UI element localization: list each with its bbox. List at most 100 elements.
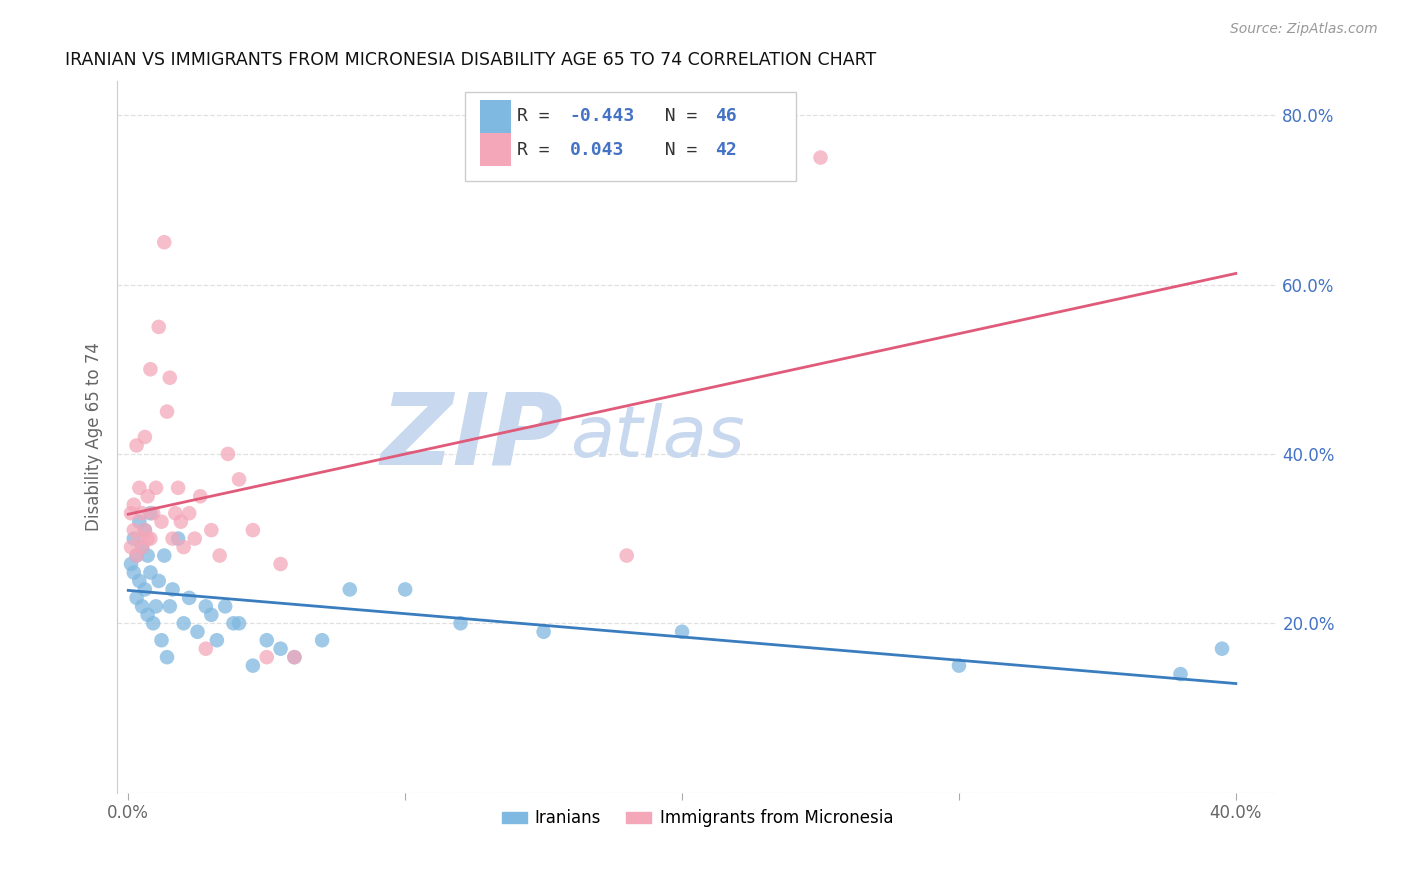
- Point: [533, 624, 555, 639]
- Point: [194, 641, 217, 656]
- Point: [165, 506, 187, 520]
- Point: [139, 362, 162, 376]
- Point: [142, 506, 165, 520]
- Point: [242, 658, 264, 673]
- Point: [450, 616, 472, 631]
- Point: [136, 489, 159, 503]
- Point: [159, 370, 181, 384]
- Point: [205, 633, 228, 648]
- Point: [136, 549, 159, 563]
- Point: [217, 447, 239, 461]
- Point: [134, 523, 156, 537]
- Point: [228, 616, 250, 631]
- Point: [1170, 667, 1192, 681]
- Point: [128, 515, 150, 529]
- Point: [139, 506, 162, 520]
- Text: Source: ZipAtlas.com: Source: ZipAtlas.com: [1230, 22, 1378, 37]
- Text: R =: R =: [517, 107, 561, 125]
- Point: [134, 582, 156, 597]
- Point: [167, 532, 190, 546]
- Point: [208, 549, 231, 563]
- Point: [120, 506, 142, 520]
- Point: [270, 557, 292, 571]
- Text: R =: R =: [517, 141, 572, 159]
- Text: 46: 46: [714, 107, 737, 125]
- Point: [122, 523, 145, 537]
- Point: [145, 599, 167, 614]
- Point: [162, 532, 184, 546]
- Point: [179, 591, 201, 605]
- Text: 42: 42: [714, 141, 737, 159]
- Point: [131, 506, 153, 520]
- Point: [222, 616, 245, 631]
- Point: [173, 616, 195, 631]
- Point: [170, 515, 193, 529]
- Point: [142, 616, 165, 631]
- Point: [131, 599, 153, 614]
- Point: [122, 498, 145, 512]
- Point: [128, 532, 150, 546]
- Point: [128, 481, 150, 495]
- FancyBboxPatch shape: [481, 133, 510, 166]
- Point: [150, 515, 173, 529]
- Text: IRANIAN VS IMMIGRANTS FROM MICRONESIA DISABILITY AGE 65 TO 74 CORRELATION CHART: IRANIAN VS IMMIGRANTS FROM MICRONESIA DI…: [65, 51, 876, 69]
- Point: [214, 599, 236, 614]
- Point: [311, 633, 333, 648]
- Point: [153, 549, 176, 563]
- Point: [120, 557, 142, 571]
- Legend: Iranians, Immigrants from Micronesia: Iranians, Immigrants from Micronesia: [495, 803, 900, 834]
- Point: [148, 319, 170, 334]
- Point: [1211, 641, 1233, 656]
- Point: [134, 523, 156, 537]
- Point: [148, 574, 170, 588]
- Text: ZIP: ZIP: [381, 389, 564, 485]
- Text: N =: N =: [643, 107, 709, 125]
- Point: [173, 540, 195, 554]
- Point: [616, 549, 638, 563]
- Point: [810, 151, 832, 165]
- Point: [228, 472, 250, 486]
- Y-axis label: Disability Age 65 to 74: Disability Age 65 to 74: [86, 343, 103, 532]
- Point: [200, 523, 222, 537]
- Point: [136, 607, 159, 622]
- Point: [125, 438, 148, 452]
- Point: [156, 650, 179, 665]
- Point: [145, 481, 167, 495]
- Point: [183, 532, 205, 546]
- Point: [134, 430, 156, 444]
- Point: [131, 540, 153, 554]
- Point: [256, 633, 278, 648]
- Point: [256, 650, 278, 665]
- Point: [122, 566, 145, 580]
- Point: [136, 532, 159, 546]
- Point: [948, 658, 970, 673]
- Point: [167, 481, 190, 495]
- Point: [162, 582, 184, 597]
- Point: [153, 235, 176, 250]
- Point: [139, 566, 162, 580]
- Point: [188, 489, 211, 503]
- Text: N =: N =: [643, 141, 709, 159]
- Text: -0.443: -0.443: [569, 107, 636, 125]
- Point: [200, 607, 222, 622]
- Point: [159, 599, 181, 614]
- Point: [242, 523, 264, 537]
- Point: [283, 650, 305, 665]
- Point: [125, 549, 148, 563]
- Text: 0.043: 0.043: [569, 141, 624, 159]
- FancyBboxPatch shape: [465, 92, 796, 181]
- Point: [156, 404, 179, 418]
- Point: [283, 650, 305, 665]
- Point: [131, 540, 153, 554]
- Point: [179, 506, 201, 520]
- Point: [270, 641, 292, 656]
- Point: [120, 540, 142, 554]
- Point: [394, 582, 416, 597]
- Text: atlas: atlas: [569, 402, 744, 472]
- Point: [194, 599, 217, 614]
- Point: [125, 591, 148, 605]
- FancyBboxPatch shape: [481, 100, 510, 133]
- Point: [128, 574, 150, 588]
- Point: [150, 633, 173, 648]
- Point: [139, 532, 162, 546]
